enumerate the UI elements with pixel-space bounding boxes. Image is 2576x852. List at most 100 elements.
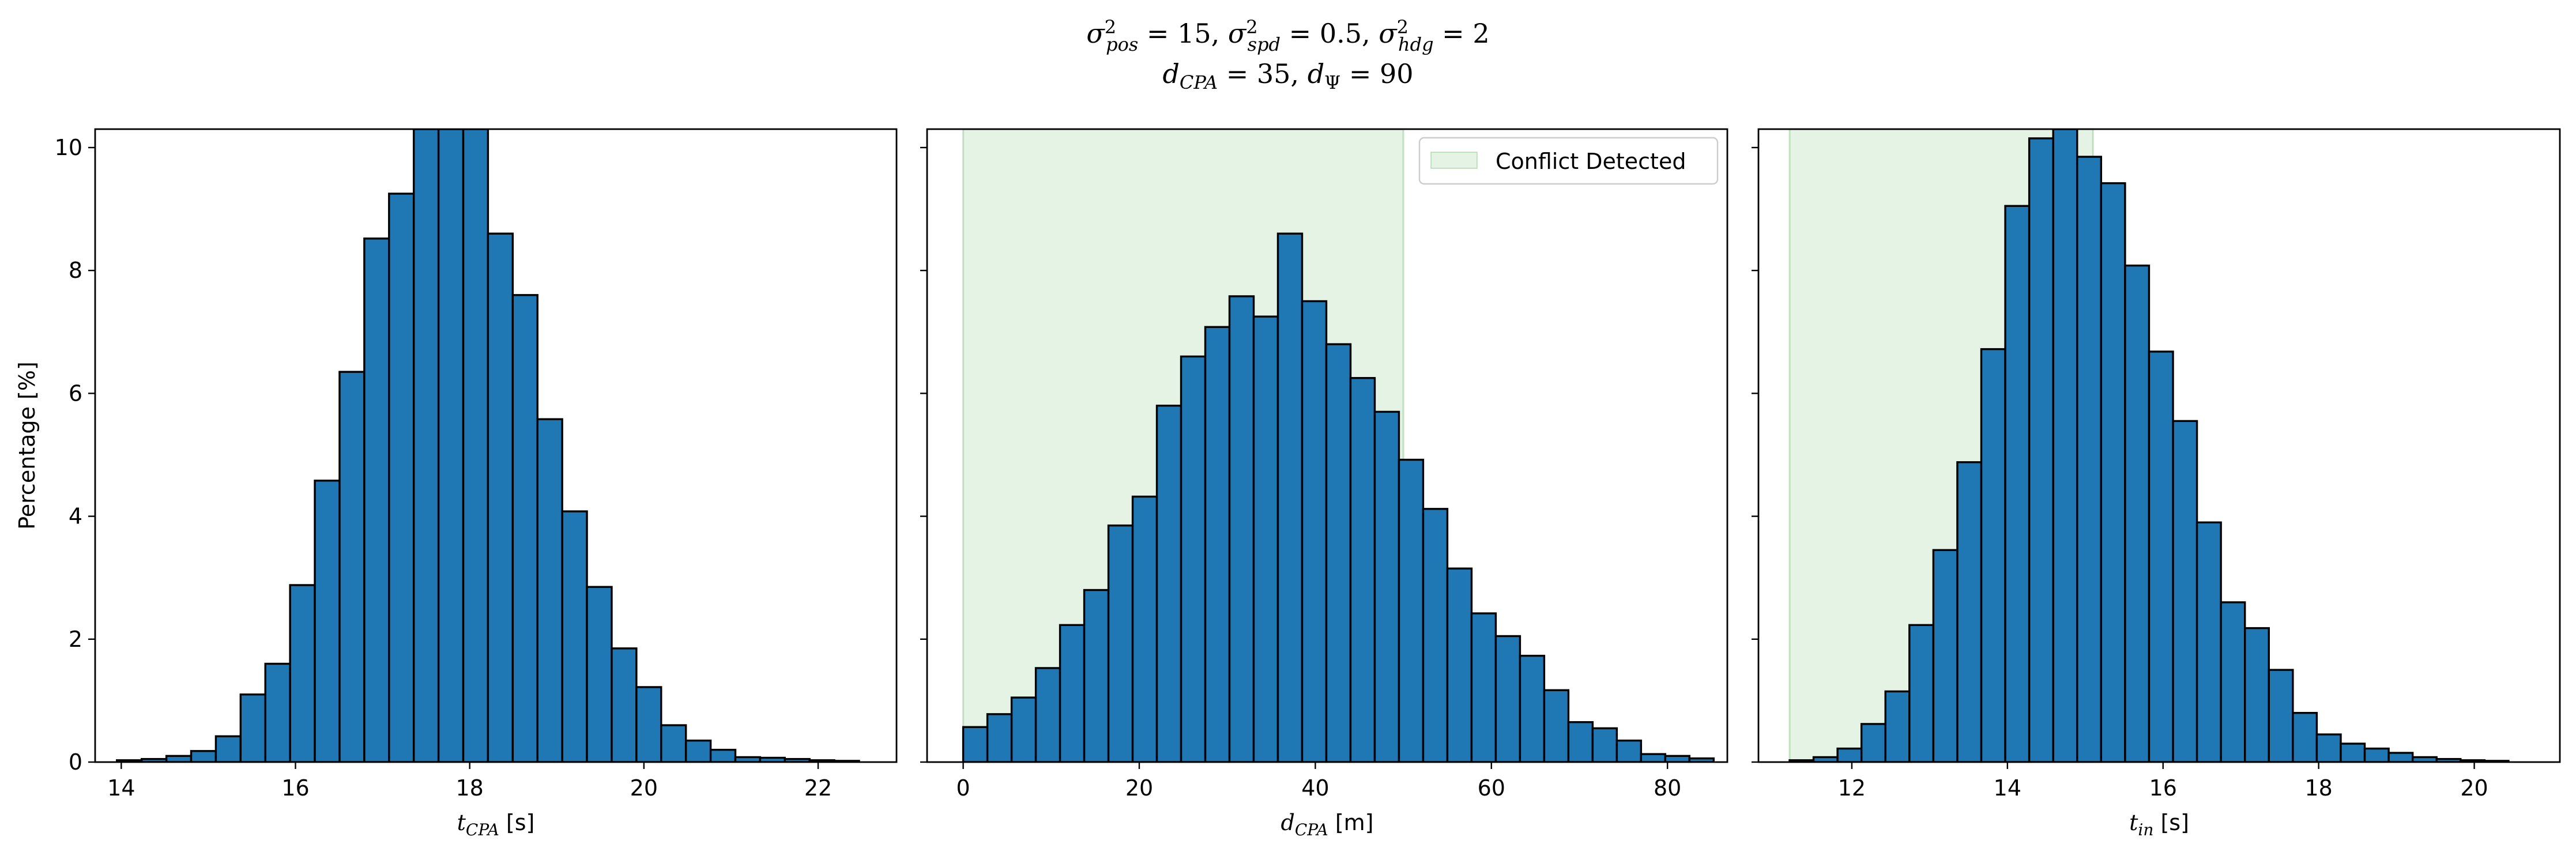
x-tick-label: 18 [455,775,483,801]
bar [561,510,588,762]
y-tick-label: 2 [69,627,82,652]
bar [314,480,341,762]
x-tick-label: 20 [630,775,658,801]
bar [1860,723,1886,762]
legend: Conflict Detected [1418,137,1719,185]
x-tick-label: 80 [1654,775,1681,801]
bar [635,686,662,762]
bar [1180,355,1207,762]
bars-t_cpa [116,129,860,762]
bar [511,294,538,762]
panel-t_cpa: 14 16 18 20 22 0 2 4 6 8 10 tCPA [s] Percentage [%] [14,128,898,839]
bar [1836,747,1863,762]
bar [388,193,415,762]
bar [1034,667,1061,762]
bar [214,735,242,762]
x-tick-label: 14 [107,775,135,801]
bar [1664,755,1691,762]
bar [1131,495,1158,762]
bar [1519,654,1546,762]
bar [412,129,440,762]
bar [165,755,193,762]
bar [2124,264,2151,762]
bar [684,739,712,762]
x-tick-label: 0 [956,775,970,801]
y-tick-label: 0 [69,749,82,775]
bar [2268,669,2294,762]
bar [1252,315,1279,762]
x-tick-label: 60 [1478,775,1505,801]
bar [2315,733,2342,762]
x-tick-label: 20 [2460,775,2488,801]
bar [1276,232,1304,762]
bar [1494,635,1522,762]
bar [190,750,217,762]
axes-frame-d_cpa [926,128,1728,763]
bar [2363,747,2390,762]
bar [2076,156,2103,762]
x-axis-label-d_cpa: dCPA [m] [1281,810,1374,839]
bar [1204,326,1231,762]
axes-frame-t_in [1757,128,2561,763]
bar [2292,712,2318,762]
bar [1349,377,1376,762]
x-tick-label: 16 [281,775,309,801]
x-tick-label: 14 [1994,775,2021,801]
bar [363,237,390,762]
bar [2244,627,2270,762]
bar [611,647,638,762]
y-tick-label: 4 [69,504,82,529]
bar [586,586,613,762]
panel-d_cpa: 0 20 40 60 80 dCPA [m] Conflict Detected [920,128,1728,839]
figure-title-line1: σ2 pos = 15, σ2 spd = 0.5, σ2 hdg = 2 [1086,16,1489,55]
bar [487,232,514,762]
bar [264,662,291,762]
x-tick-label: 40 [1301,775,1329,801]
panels: 14 16 18 20 22 0 2 4 6 8 10 tCPA [s] Percentage [%] 0… [14,128,2561,839]
bar [1640,753,1667,762]
bar [1373,410,1400,762]
bar [1398,458,1425,762]
bar [437,129,465,762]
axes-frame-t_cpa [94,128,898,763]
bar [660,724,687,762]
legend-frame [1418,137,1719,185]
bar [2172,420,2198,762]
bar [239,693,266,762]
bar [2340,742,2366,762]
bar [1422,508,1449,762]
bar [2100,182,2126,762]
bar [1446,567,1473,762]
bar [1107,524,1134,762]
y-tick-label: 6 [69,380,82,406]
bar [1228,295,1255,762]
bar [2004,205,2031,762]
x-tick-label: 16 [2149,775,2177,801]
x-tick-label: 12 [1838,775,1866,801]
bar [1884,690,1911,762]
legend-swatch [1430,152,1478,169]
bar [1470,612,1497,762]
bars-t_in [1788,129,2510,762]
bar [1059,624,1086,762]
x-axis-label-t_in: tin [s] [2129,810,2189,839]
x-tick-label: 20 [1125,775,1153,801]
bar [2148,350,2174,762]
y-axis-label: Percentage [%] [14,361,40,530]
bar [462,129,489,762]
bar [1010,696,1037,762]
bar [962,726,989,762]
bar [1932,549,1959,762]
bar [986,713,1013,762]
bar [1615,739,1643,762]
bar [1325,343,1352,762]
bar [2028,137,2054,762]
bar [2220,601,2246,762]
x-axis-label-t_cpa: tCPA [s] [457,810,535,839]
bar [1591,727,1618,762]
figure-title-line2: dCPA = 35, dΨ = 90 [1162,58,1413,93]
bar [1567,721,1594,762]
bar [709,748,737,762]
bar [1543,689,1570,762]
bar [2387,752,2414,762]
